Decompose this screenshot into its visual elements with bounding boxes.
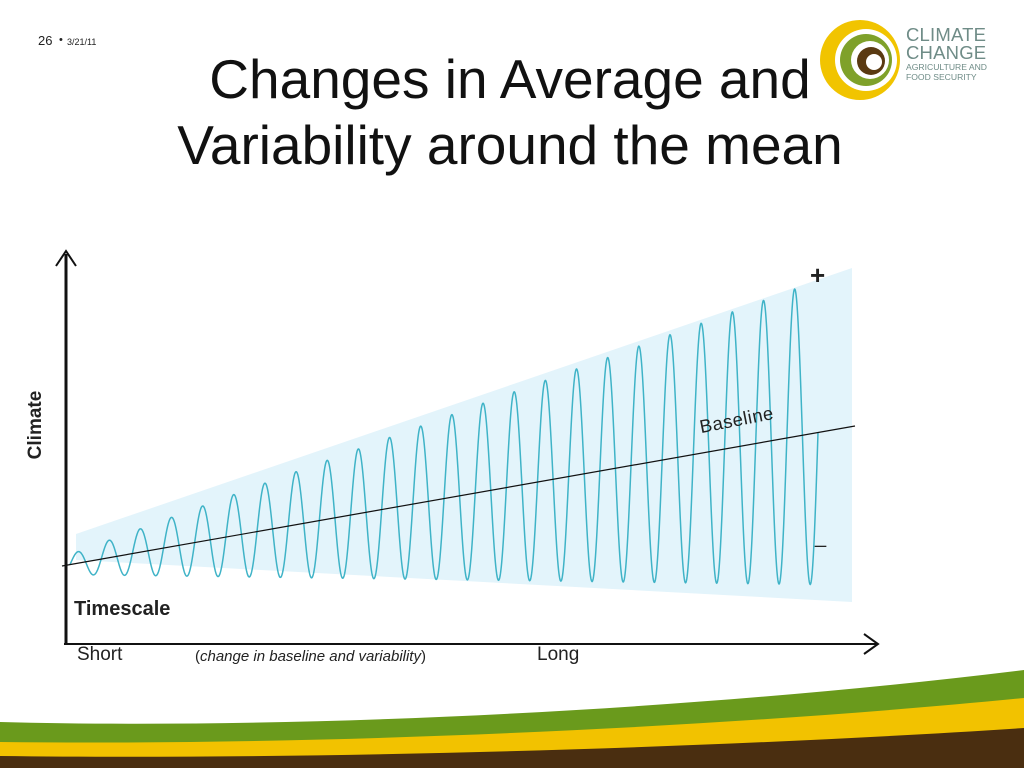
slide-title-line-2: Variability around the mean — [177, 114, 843, 176]
x-axis-title: Timescale — [74, 598, 171, 620]
slide-title: Changes in Average and Variability aroun… — [100, 46, 920, 178]
logo-text: CLIMATE CHANGE AGRICULTURE AND FOOD SECU… — [906, 24, 988, 82]
y-axis-label: Climate — [25, 390, 46, 460]
logo-line-1: CLIMATE — [906, 24, 987, 45]
x-axis-note: (change in baseline and variability) — [195, 648, 426, 665]
slide-title-line-1: Changes in Average and — [209, 48, 811, 110]
baseline-line — [61, 425, 856, 567]
footer-decoration — [0, 670, 1024, 768]
slide-separator: • — [59, 34, 63, 46]
slide-number: 26 — [38, 33, 53, 48]
logo-line-2: CHANGE — [906, 42, 987, 63]
minus-label: _ — [815, 526, 827, 548]
x-start-label: Short — [77, 644, 123, 665]
logo-line-4: FOOD SECURITY — [906, 72, 977, 82]
x-axis-note-text: change in baseline and variability — [200, 648, 421, 665]
footer-brown-band — [0, 728, 1024, 768]
x-axis-arrowhead-icon — [863, 633, 880, 655]
variability-band — [76, 268, 852, 602]
logo-line-3: AGRICULTURE AND — [906, 62, 988, 72]
y-axis-arrowhead-icon — [55, 249, 77, 267]
x-end-label: Long — [537, 644, 580, 665]
plus-label: + — [810, 260, 826, 290]
slide-date: 3/21/11 — [67, 37, 97, 47]
ccafs-logo-icon — [820, 20, 900, 100]
